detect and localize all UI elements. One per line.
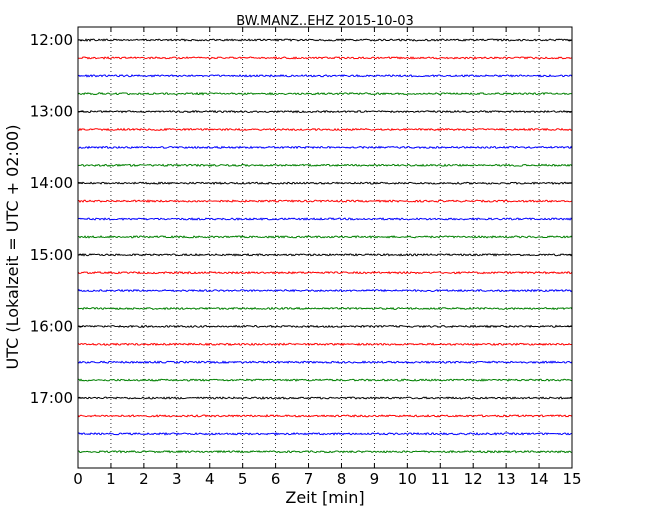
x-tick-label: 4	[205, 470, 215, 488]
x-tick-label: 14	[530, 470, 549, 488]
trace-1415	[77, 199, 573, 203]
trace-1515	[77, 270, 573, 275]
trace-1730	[77, 431, 573, 436]
x-tick-label: 9	[370, 470, 380, 488]
y-tick-label: 15:00	[30, 246, 73, 264]
x-axis-label: Zeit [min]	[285, 488, 364, 507]
x-tick-label: 10	[398, 470, 417, 488]
y-axis-ticks: 12:00 13:00 14:00 15:00 16:00 17:00	[30, 31, 572, 407]
trace-1630	[77, 360, 573, 364]
trace-1445	[77, 235, 573, 239]
y-axis-label: UTC (Lokalzeit = UTC + 02:00)	[3, 125, 22, 370]
x-tick-label: 7	[304, 470, 314, 488]
y-tick-label: 14:00	[30, 174, 73, 192]
y-tick-label: 16:00	[30, 317, 73, 335]
x-gridlines	[110, 27, 540, 468]
x-axis-ticks: 0 1 2 3 4 5 6 7 8 9 10 11 12 13 14 15	[73, 27, 582, 488]
trace-1330	[77, 145, 573, 150]
trace-1230	[77, 74, 573, 78]
trace-1745	[77, 449, 573, 454]
x-tick-label: 11	[431, 470, 450, 488]
plot-frame	[77, 26, 573, 469]
y-tick-label: 17:00	[30, 389, 73, 407]
trace-1615	[77, 342, 573, 347]
trace-1715	[77, 414, 573, 418]
x-tick-label: 12	[464, 470, 483, 488]
trace-1245	[77, 91, 573, 96]
x-tick-label: 6	[271, 470, 281, 488]
x-tick-label: 2	[139, 470, 149, 488]
trace-1345	[77, 163, 573, 168]
y-tick-label: 12:00	[30, 31, 73, 49]
trace-1530	[77, 288, 573, 293]
trace-1430	[77, 217, 573, 221]
trace-1600	[77, 324, 573, 329]
trace-1645	[77, 378, 573, 382]
chart-title: BW.MANZ..EHZ 2015-10-03	[236, 14, 414, 29]
y-tick-label: 13:00	[30, 103, 73, 121]
x-tick-label: 15	[562, 470, 581, 488]
x-tick-label: 5	[238, 470, 248, 488]
x-tick-label: 8	[337, 470, 347, 488]
trace-1315	[77, 127, 573, 132]
trace-1200	[77, 38, 573, 42]
trace-1300	[77, 109, 573, 114]
x-tick-label: 1	[106, 470, 116, 488]
trace-1400	[77, 181, 573, 185]
trace-1215	[77, 56, 573, 60]
trace-1500	[77, 252, 573, 257]
seismic-traces	[77, 38, 573, 454]
x-tick-label: 3	[172, 470, 182, 488]
x-tick-label: 13	[497, 470, 516, 488]
trace-1545	[77, 306, 573, 311]
x-tick-label: 0	[73, 470, 83, 488]
trace-1700	[77, 396, 573, 400]
